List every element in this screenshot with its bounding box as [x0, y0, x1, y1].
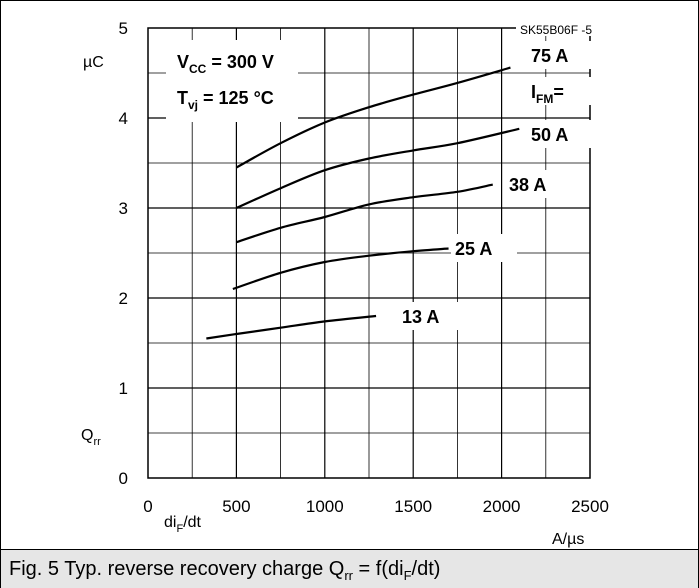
y-axis-label: Qrr [81, 427, 101, 448]
series-line-50a [235, 127, 520, 210]
x-tick-label: 0 [143, 497, 152, 516]
series-label-50a: 50 A [531, 125, 568, 145]
series-label-38a: 38 A [509, 175, 546, 195]
figure-caption: Fig. 5 Typ. reverse recovery charge Qrr … [9, 558, 441, 583]
code-label-bg [516, 22, 614, 36]
x-axis-unit: A/µs [552, 531, 584, 548]
x-tick-label: 2500 [571, 497, 609, 516]
y-tick-label: 5 [119, 19, 128, 38]
x-tick-label: 2000 [483, 497, 521, 516]
conditions-box [166, 40, 298, 122]
x-tick-label: 500 [222, 497, 250, 516]
plot-area [147, 27, 591, 479]
series-label-75a: 75 A [531, 46, 568, 66]
y-tick-label: 1 [119, 379, 128, 398]
tick-labels: 0 500 1000 1500 2000 2500 0 1 2 3 4 5 [119, 19, 609, 516]
chart-svg: 0 500 1000 1500 2000 2500 0 1 2 3 4 5 SK55B06F -5 V… [81, 19, 614, 548]
series-label-25a: 25 A [455, 239, 492, 259]
series-labels: 75 A 50 A 38 A 25 A 13 A [398, 41, 594, 330]
series-line-13a [206, 314, 377, 340]
y-tick-label: 2 [119, 289, 128, 308]
figure-code: SK55B06F -5 [520, 23, 592, 37]
series-line-25a [232, 247, 449, 291]
series-line-38a [236, 183, 493, 244]
x-tick-label: 1000 [306, 497, 344, 516]
y-tick-label: 0 [119, 469, 128, 488]
condition-tvj: Tvj = 125 °C [177, 88, 274, 112]
ifm-label-bg [528, 77, 600, 105]
series-line-75a [235, 66, 511, 169]
x-axis-label: diF/dt [164, 514, 202, 535]
series-layer [206, 66, 520, 340]
condition-vcc: VCC = 300 V [177, 52, 274, 76]
y-tick-label: 4 [119, 109, 128, 128]
ifm-label: IFM= [531, 82, 564, 106]
figure-caption-bar: Fig. 5 Typ. reverse recovery charge Qrr … [1, 549, 698, 588]
series-label-13a: 13 A [402, 307, 439, 327]
y-tick-label: 3 [119, 199, 128, 218]
x-tick-label: 1500 [394, 497, 432, 516]
y-axis-unit: µC [83, 54, 104, 71]
